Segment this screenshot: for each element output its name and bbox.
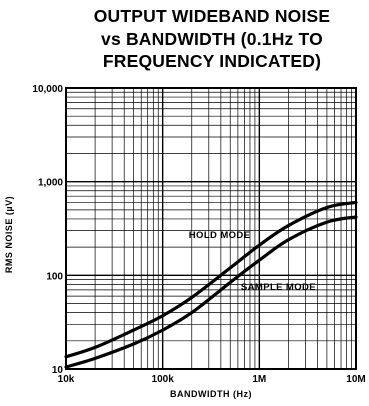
series-line-sample-mode	[64, 215, 358, 369]
series-line-hold-mode	[64, 200, 358, 359]
chart-title-line-1: OUTPUT WIDEBAND NOISE	[93, 6, 331, 26]
x-tick-label: 10M	[346, 374, 365, 385]
y-tick-label: 10,000	[32, 84, 63, 95]
chart-title: OUTPUT WIDEBAND NOISE vs BANDWIDTH (0.1H…	[62, 5, 362, 73]
grid-major	[66, 88, 356, 369]
plot-frame	[65, 87, 357, 370]
y-tick-label: 100	[46, 271, 63, 282]
series-label-sample-mode: SAMPLE MODE	[241, 282, 316, 293]
y-tick-label: 1,000	[38, 178, 63, 189]
series-layer	[64, 200, 358, 369]
x-tick-labels: 10k 100k 1M 10M	[58, 374, 366, 385]
x-tick-label: 1M	[252, 374, 266, 385]
chart-title-line-2: vs BANDWIDTH (0.1Hz TO	[101, 28, 323, 49]
x-tick-label: 100k	[152, 374, 175, 385]
chart-title-line-3: FREQUENCY INDICATED)	[102, 51, 322, 71]
x-tick-label: 10k	[58, 374, 75, 385]
y-tick-labels: 10 100 1,000 10,000	[32, 84, 63, 376]
series-label-hold-mode: HOLD MODE	[189, 230, 251, 241]
x-axis-label: BANDWIDTH (Hz)	[170, 389, 252, 399]
y-tick-label: 10	[52, 365, 64, 376]
y-axis-label: RMS NOISE (µV)	[4, 196, 14, 273]
